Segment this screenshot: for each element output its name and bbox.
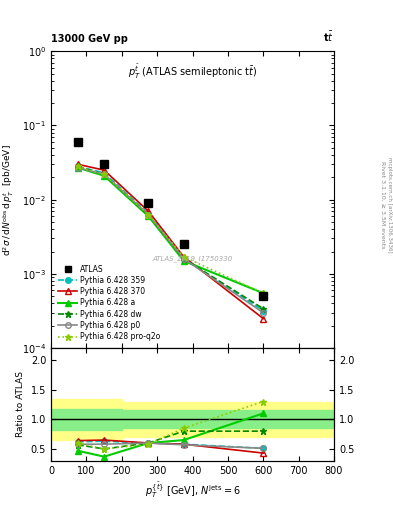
Pythia 6.428 pro-q2o xyxy=(182,254,186,260)
ATLAS xyxy=(182,241,186,247)
Bar xyxy=(51,398,122,440)
Text: $p_T^{\bar{t}}$ (ATLAS semileptonic t$\bar{t}$): $p_T^{\bar{t}}$ (ATLAS semileptonic t$\b… xyxy=(128,63,257,81)
Pythia 6.428 p0 xyxy=(146,211,151,218)
Pythia 6.428 dw xyxy=(182,255,186,262)
Line: Pythia 6.428 p0: Pythia 6.428 p0 xyxy=(75,165,266,315)
Line: Pythia 6.428 370: Pythia 6.428 370 xyxy=(75,161,266,322)
Pythia 6.428 a xyxy=(102,173,107,179)
ATLAS xyxy=(146,200,151,206)
Pythia 6.428 a xyxy=(182,258,186,264)
Legend: ATLAS, Pythia 6.428 359, Pythia 6.428 370, Pythia 6.428 a, Pythia 6.428 dw, Pyth: ATLAS, Pythia 6.428 359, Pythia 6.428 37… xyxy=(55,262,163,345)
Pythia 6.428 a xyxy=(75,164,80,170)
Y-axis label: $\mathrm{d}^2\sigma\,/\,\mathrm{d}N^\mathrm{obs}\,\mathrm{d}\,p^{\bar{t}}_T$  [p: $\mathrm{d}^2\sigma\,/\,\mathrm{d}N^\mat… xyxy=(0,144,17,255)
Pythia 6.428 370 xyxy=(261,315,266,322)
Pythia 6.428 p0 xyxy=(261,310,266,316)
Line: ATLAS: ATLAS xyxy=(73,138,268,301)
Bar xyxy=(51,409,122,430)
Pythia 6.428 pro-q2o xyxy=(75,163,80,169)
Y-axis label: Ratio to ATLAS: Ratio to ATLAS xyxy=(16,372,25,437)
Pythia 6.428 p0 xyxy=(102,171,107,177)
Pythia 6.428 370 xyxy=(182,254,186,260)
Bar xyxy=(122,411,334,428)
Text: t$\bar{t}$: t$\bar{t}$ xyxy=(323,30,334,44)
Pythia 6.428 359 xyxy=(146,210,151,217)
Pythia 6.428 dw xyxy=(146,212,151,218)
Pythia 6.428 370 xyxy=(75,161,80,167)
Pythia 6.428 370 xyxy=(146,208,151,214)
Line: Pythia 6.428 dw: Pythia 6.428 dw xyxy=(74,163,267,312)
Text: 13000 GeV pp: 13000 GeV pp xyxy=(51,33,128,44)
Pythia 6.428 dw xyxy=(102,171,107,177)
Pythia 6.428 359 xyxy=(102,170,107,176)
Pythia 6.428 359 xyxy=(182,255,186,262)
Pythia 6.428 p0 xyxy=(182,255,186,262)
Pythia 6.428 p0 xyxy=(75,164,80,170)
Pythia 6.428 dw xyxy=(261,306,266,312)
ATLAS xyxy=(75,139,80,145)
Bar xyxy=(122,401,334,437)
Pythia 6.428 a xyxy=(146,213,151,219)
ATLAS xyxy=(102,161,107,167)
Pythia 6.428 359 xyxy=(75,163,80,169)
Pythia 6.428 pro-q2o xyxy=(146,211,151,218)
Pythia 6.428 pro-q2o xyxy=(102,171,107,177)
X-axis label: $p^{\{\bar{t}\}}_T$ [GeV], $N^{\mathrm{jets}}=6$: $p^{\{\bar{t}\}}_T$ [GeV], $N^{\mathrm{j… xyxy=(145,481,241,500)
Line: Pythia 6.428 a: Pythia 6.428 a xyxy=(74,164,267,296)
Text: ATLAS_2019_I1750330: ATLAS_2019_I1750330 xyxy=(152,255,233,263)
Pythia 6.428 370 xyxy=(102,167,107,173)
Pythia 6.428 pro-q2o xyxy=(261,290,266,296)
ATLAS xyxy=(261,293,266,300)
Pythia 6.428 359 xyxy=(261,308,266,314)
Pythia 6.428 a xyxy=(261,290,266,296)
Line: Pythia 6.428 pro-q2o: Pythia 6.428 pro-q2o xyxy=(74,163,267,296)
Pythia 6.428 dw xyxy=(75,163,80,169)
Text: mcplots.cern.ch [arXiv:1306.3436]: mcplots.cern.ch [arXiv:1306.3436] xyxy=(387,157,391,252)
Text: Rivet 3.1.10, ≥ 3.5M events: Rivet 3.1.10, ≥ 3.5M events xyxy=(381,161,386,248)
Line: Pythia 6.428 359: Pythia 6.428 359 xyxy=(75,164,266,313)
